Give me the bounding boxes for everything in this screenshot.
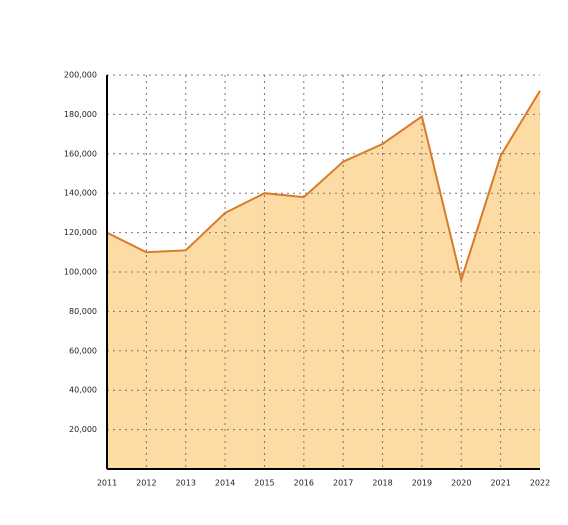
y-tick-label: 40,000: [69, 386, 97, 395]
line: [106, 90, 541, 284]
x-tick-label: 2014: [215, 479, 235, 488]
x-tick-label: 2020: [451, 479, 471, 488]
y-tick-label: 80,000: [69, 307, 97, 316]
y-tick-label: 140,000: [64, 189, 97, 198]
x-tick-label: 2017: [333, 479, 353, 488]
y-tick-label: 180,000: [64, 110, 97, 119]
y-tick-label: 160,000: [64, 149, 97, 158]
area: [107, 90, 540, 469]
x-tick-label: 2021: [490, 479, 510, 488]
x-tick-label: 2012: [136, 479, 156, 488]
x-tick-label: 2015: [254, 479, 274, 488]
y-tick-label: 60,000: [69, 346, 97, 355]
x-tick-label: 2018: [372, 479, 392, 488]
y-tick-label: 120,000: [64, 228, 97, 237]
y-tick-label: 20,000: [69, 425, 97, 434]
x-tick-label: 2022: [530, 479, 550, 488]
y-tick-label: 200,000: [64, 71, 97, 80]
x-tick-label: 2019: [412, 479, 432, 488]
y-tick-label: 100,000: [64, 268, 97, 277]
x-tick-label: 2013: [176, 479, 196, 488]
x-tick-label: 2016: [294, 479, 314, 488]
x-tick-label: 2011: [97, 479, 117, 488]
